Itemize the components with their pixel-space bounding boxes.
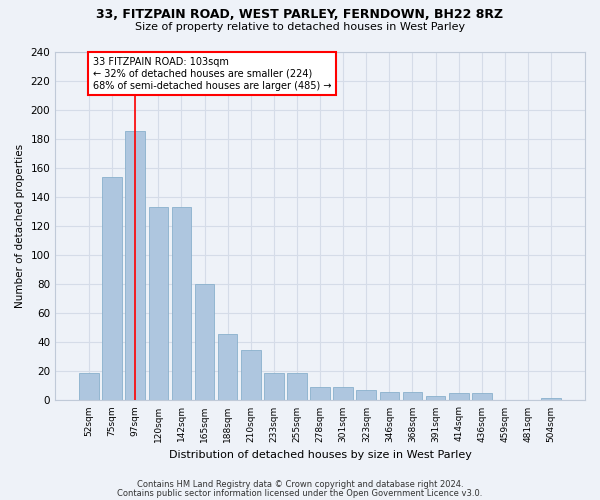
Bar [403,392,422,400]
Bar [310,388,330,400]
Text: Contains HM Land Registry data © Crown copyright and database right 2024.: Contains HM Land Registry data © Crown c… [137,480,463,489]
Bar [541,398,561,400]
Bar [287,373,307,400]
Text: 33 FITZPAIN ROAD: 103sqm
← 32% of detached houses are smaller (224)
68% of semi-: 33 FITZPAIN ROAD: 103sqm ← 32% of detach… [92,58,331,90]
Bar [264,373,284,400]
Bar [149,207,168,400]
Y-axis label: Number of detached properties: Number of detached properties [15,144,25,308]
Bar [380,392,399,400]
Bar [195,284,214,401]
Bar [125,132,145,400]
Text: 33, FITZPAIN ROAD, WEST PARLEY, FERNDOWN, BH22 8RZ: 33, FITZPAIN ROAD, WEST PARLEY, FERNDOWN… [97,8,503,20]
Text: Size of property relative to detached houses in West Parley: Size of property relative to detached ho… [135,22,465,32]
Bar [426,396,445,400]
Bar [356,390,376,400]
Bar [103,176,122,400]
X-axis label: Distribution of detached houses by size in West Parley: Distribution of detached houses by size … [169,450,472,460]
Bar [79,373,99,400]
Bar [241,350,260,401]
Text: Contains public sector information licensed under the Open Government Licence v3: Contains public sector information licen… [118,489,482,498]
Bar [472,393,491,400]
Bar [172,207,191,400]
Bar [334,388,353,400]
Bar [449,393,469,400]
Bar [218,334,238,400]
